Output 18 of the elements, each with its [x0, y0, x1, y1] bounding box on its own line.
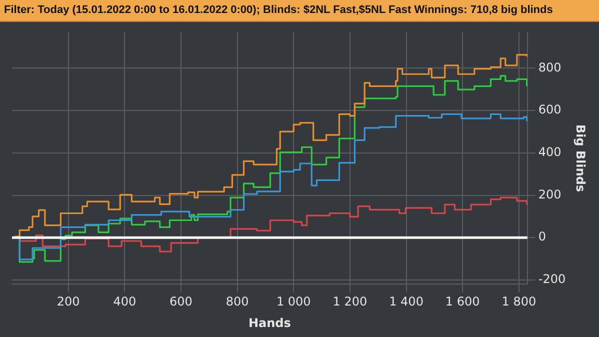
y-tick-label: 0 [538, 230, 546, 244]
x-tick-label: 1 200 [332, 294, 368, 309]
y-tick-label: 200 [538, 187, 562, 202]
chart-title: Filter: Today (15.01.2022 0:00 to 16.01.2022 0:00); Blinds: $2NL Fast,$5NL Fast Winnings: 710,8 big blinds [0, 0, 599, 22]
y-axis-title: Big Blinds [574, 124, 588, 192]
x-tick-label: 1 400 [389, 294, 424, 309]
x-tick-label: 400 [113, 294, 136, 309]
x-tick-label: 600 [170, 294, 192, 309]
x-tick-label: 200 [56, 294, 80, 309]
y-tick-label: 400 [538, 145, 562, 160]
x-axis-title: Hands [248, 316, 291, 330]
x-tick-label: 1 800 [502, 294, 536, 309]
x-tick-label: 800 [226, 294, 249, 309]
y-tick-label: 800 [538, 60, 562, 74]
y-tick-label: -200 [538, 272, 566, 286]
x-tick-label: 1 600 [445, 294, 480, 309]
y-tick-label: 600 [538, 102, 562, 117]
x-tick-label: 1 000 [276, 294, 311, 309]
